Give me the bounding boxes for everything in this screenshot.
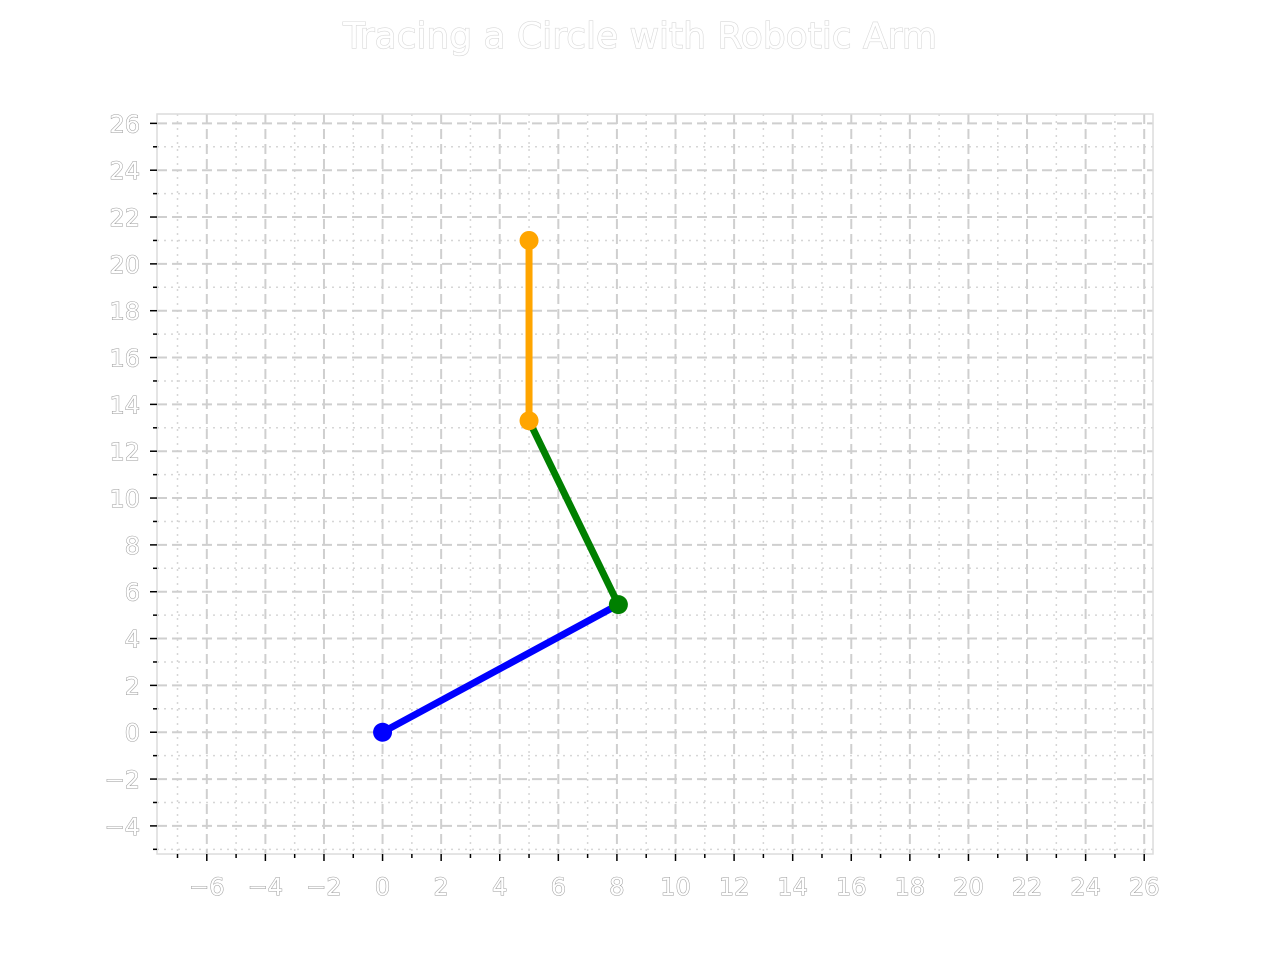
- y-tick-label: 2: [125, 672, 140, 700]
- x-tick-label: 20: [953, 873, 984, 901]
- x-tick-label: 0: [375, 873, 390, 901]
- plot-frame: [156, 113, 1154, 855]
- major-grid: [157, 114, 1153, 854]
- y-tick-label: 20: [109, 251, 140, 279]
- x-tick-label: 12: [719, 873, 750, 901]
- y-tick-label: 24: [109, 157, 140, 185]
- y-tick-label: 16: [109, 345, 140, 373]
- x-tick-label: 8: [609, 873, 624, 901]
- x-tick-label: 16: [836, 873, 867, 901]
- y-tick-label: 26: [109, 110, 140, 138]
- y-tick-label: 4: [125, 626, 140, 654]
- x-tick-label: 14: [777, 873, 808, 901]
- y-tick-label: 0: [125, 719, 140, 747]
- arm-segment-line: [525, 417, 622, 609]
- x-tick-label: 6: [551, 873, 566, 901]
- x-tick-label: 26: [1129, 873, 1160, 901]
- x-tick-label: −6: [189, 873, 224, 901]
- arm-joints: [373, 230, 628, 742]
- x-tick-label: 10: [660, 873, 691, 901]
- x-tick-label: 2: [434, 873, 449, 901]
- y-tick-label: 12: [109, 438, 140, 466]
- y-tick-label: 6: [125, 579, 140, 607]
- arm-segment-line: [379, 601, 622, 736]
- y-tick-label: 18: [109, 298, 140, 326]
- x-tick-label: −2: [306, 873, 341, 901]
- arm-segments: [379, 236, 622, 736]
- y-tick-label: −4: [105, 813, 140, 841]
- chart-title: Tracing a Circle with Robotic Arm: [342, 16, 937, 57]
- y-tick-label: −2: [105, 766, 140, 794]
- minor-grid: [157, 114, 1153, 854]
- x-tick-label: 18: [895, 873, 926, 901]
- y-tick-label: 8: [125, 532, 140, 560]
- arm-joint-marker: [519, 411, 539, 431]
- y-tick-label: 14: [109, 391, 140, 419]
- x-tick-label: 22: [1012, 873, 1043, 901]
- x-tick-label: −4: [248, 873, 283, 901]
- y-tick-label: 22: [109, 204, 140, 232]
- x-tick-label: 24: [1070, 873, 1101, 901]
- axis-ticks: [150, 122, 1145, 861]
- arm-joint-marker: [373, 722, 393, 742]
- x-axis-tick-labels: −6 −4 −2 0 2 4 6 8 10 12 14 16 18 20 22 24 26: [189, 873, 1160, 902]
- arm-joint-marker: [519, 230, 539, 250]
- x-tick-label: 4: [492, 873, 507, 901]
- y-tick-label: 10: [109, 485, 140, 513]
- arm-joint-marker: [608, 595, 628, 615]
